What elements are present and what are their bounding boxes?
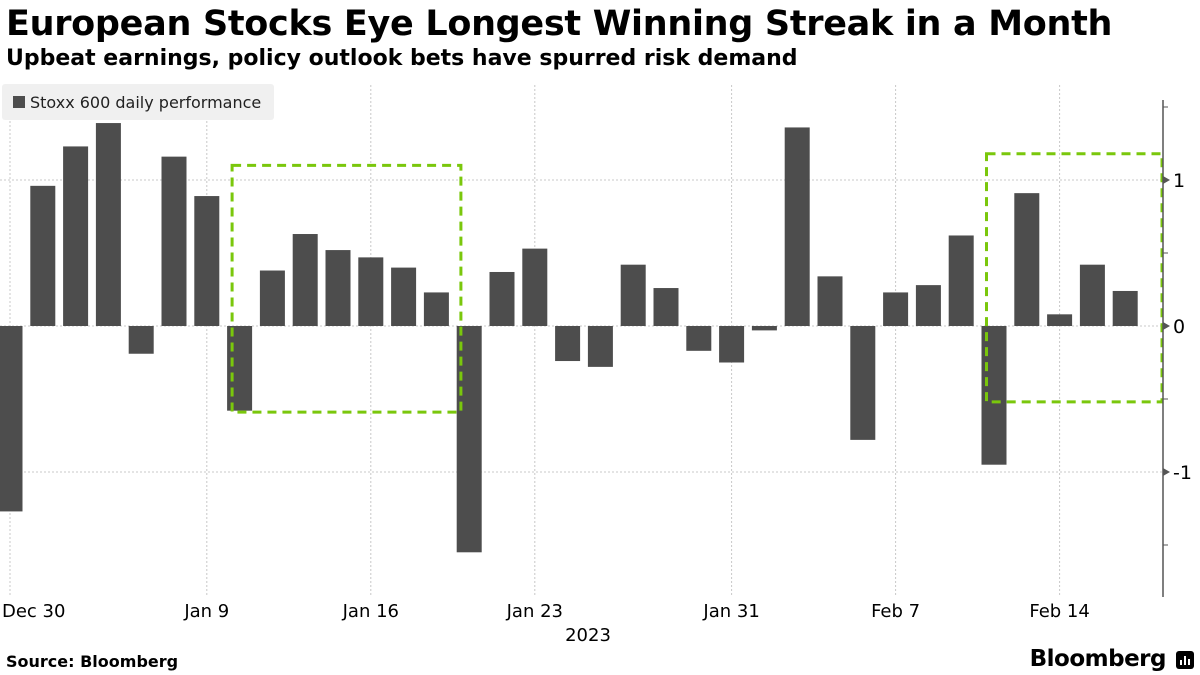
x-axis-label: 2023	[565, 625, 611, 646]
bar	[259, 270, 285, 326]
bar	[653, 288, 679, 326]
bar	[63, 146, 89, 326]
bar	[555, 326, 581, 362]
bloomberg-terminal-icon	[1176, 651, 1194, 669]
bar	[1112, 290, 1138, 326]
bar	[489, 271, 515, 326]
bar	[719, 326, 745, 363]
bar	[817, 276, 843, 326]
x-tick-label: Jan 9	[183, 601, 229, 622]
bar	[292, 234, 318, 326]
bar	[587, 326, 613, 367]
bar	[784, 127, 810, 326]
bar	[883, 292, 909, 326]
y-tick-label: 1	[1173, 170, 1185, 192]
bar	[194, 196, 220, 326]
x-tick-label: Dec 30	[2, 601, 65, 622]
bar	[423, 292, 449, 326]
bar	[30, 185, 56, 326]
bar	[522, 248, 548, 326]
x-tick-label: Jan 23	[506, 601, 563, 622]
brand-logo: Bloomberg	[1029, 646, 1167, 672]
bar	[686, 326, 712, 351]
y-tick-label: 0	[1173, 316, 1185, 338]
bar	[128, 326, 154, 354]
bar	[1047, 314, 1073, 326]
y-tick-label: -1	[1173, 462, 1192, 484]
legend-label: Stoxx 600 daily performance	[30, 92, 262, 112]
x-tick-label: Jan 31	[702, 601, 759, 622]
chart-title: European Stocks Eye Longest Winning Stre…	[6, 4, 1113, 44]
highlight-box	[230, 163, 463, 414]
bar	[325, 250, 351, 326]
y-tick-marker	[1163, 176, 1170, 184]
bar	[915, 285, 941, 326]
bar	[751, 326, 777, 331]
bar	[850, 326, 876, 440]
bar	[948, 235, 974, 326]
legend-swatch	[13, 96, 25, 108]
bar	[0, 326, 23, 512]
highlight-box	[985, 152, 1164, 404]
chart-subtitle: Upbeat earnings, policy outlook bets hav…	[6, 46, 798, 71]
bar	[161, 156, 187, 326]
bar	[95, 123, 121, 326]
y-tick-marker	[1163, 322, 1170, 330]
bar	[620, 264, 646, 326]
x-tick-label: Feb 7	[871, 601, 920, 622]
bar	[227, 326, 253, 411]
bar	[1014, 193, 1040, 326]
bar	[1079, 264, 1105, 326]
legend: Stoxx 600 daily performance	[2, 84, 274, 120]
x-tick-label: Feb 14	[1029, 601, 1090, 622]
bar	[391, 267, 417, 326]
y-tick-marker	[1163, 468, 1170, 476]
source-note: Source: Bloomberg	[6, 652, 179, 671]
bar	[358, 257, 384, 326]
x-tick-label: Jan 16	[342, 601, 399, 622]
